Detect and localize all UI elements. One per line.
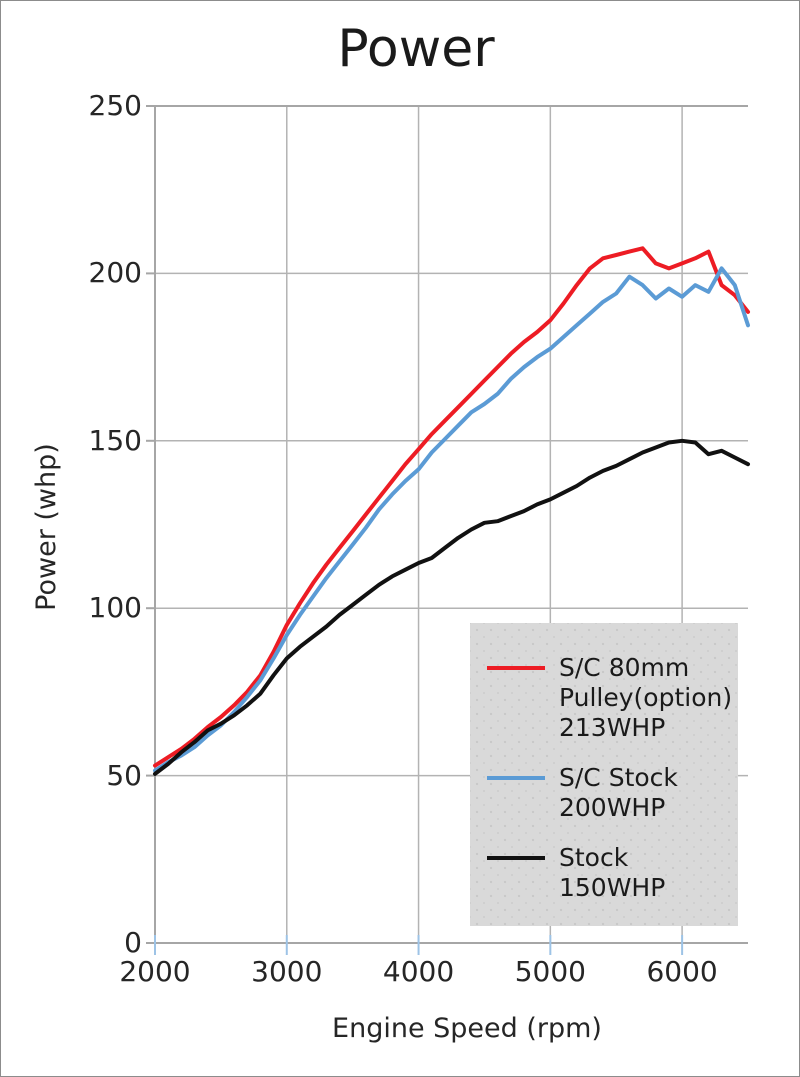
x-tick-label: 2000 <box>119 955 191 988</box>
legend-item-label: Stock 150WHP <box>559 843 666 902</box>
legend-item: S/C 80mm Pulley(option) 213WHP <box>487 653 732 743</box>
x-tick-label: 5000 <box>514 955 586 988</box>
series-lines <box>153 246 750 776</box>
y-tick-label: 250 <box>88 89 142 122</box>
legend-item-label: S/C Stock 200WHP <box>559 763 678 822</box>
series-line-stock-150whp <box>153 438 750 776</box>
y-tick-label: 100 <box>88 591 142 625</box>
x-tick-label: 3000 <box>251 955 323 988</box>
x-axis-title: Engine Speed (rpm) <box>332 1013 602 1044</box>
series-line-s-c-stock-200whp <box>153 266 750 773</box>
legend-line-sample <box>487 776 545 780</box>
y-tick-label: 150 <box>88 423 142 457</box>
y-axis-title: Power (whp) <box>31 443 62 611</box>
tick-marks <box>146 105 684 955</box>
x-tick-label: 4000 <box>382 955 455 988</box>
legend-item-label: S/C 80mm Pulley(option) 213WHP <box>559 653 733 742</box>
legend-item: Stock 150WHP <box>487 843 728 903</box>
series-line-s-c-80mm-pulley-option-213whp <box>153 246 750 768</box>
legend-item: S/C Stock 200WHP <box>487 763 728 823</box>
chart-title: Power <box>337 19 495 79</box>
legend-line-sample <box>487 666 545 670</box>
y-tick-label: 50 <box>106 758 142 792</box>
x-tick-label: 6000 <box>646 955 718 988</box>
gridlines <box>155 106 748 943</box>
legend-line-sample <box>487 856 545 860</box>
y-tick-label: 0 <box>124 926 142 959</box>
legend: S/C 80mm Pulley(option) 213WHP S/C Stock … <box>470 623 738 926</box>
y-tick-label: 200 <box>88 256 142 290</box>
axes <box>146 105 748 944</box>
